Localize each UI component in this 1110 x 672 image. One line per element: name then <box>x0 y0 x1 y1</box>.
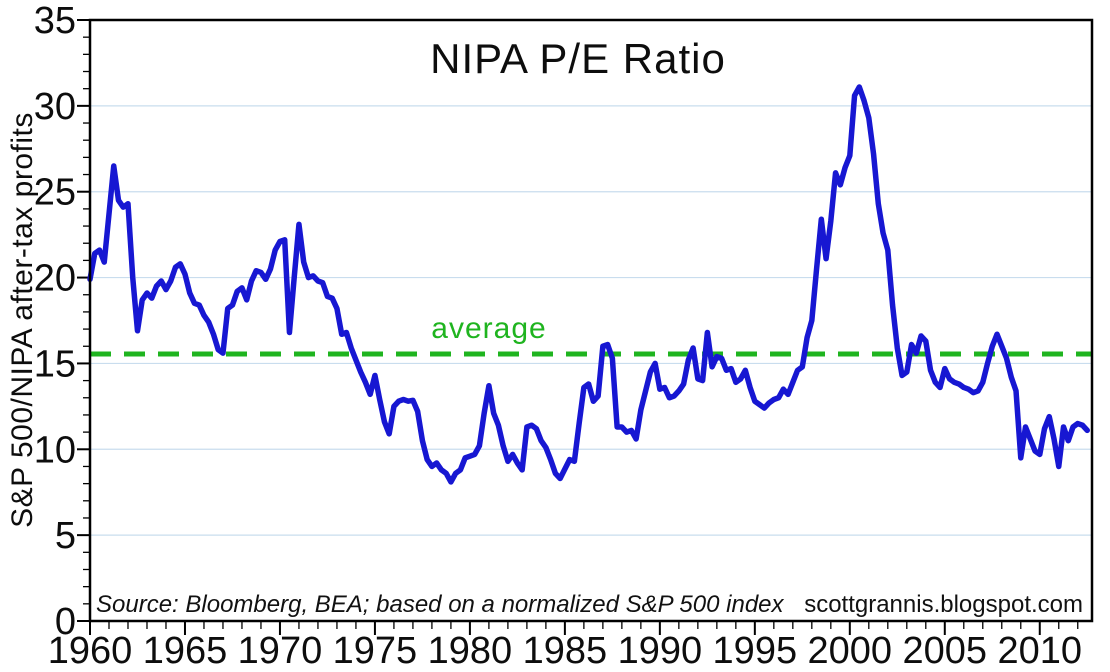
pe-ratio-line <box>87 84 1090 485</box>
y-tick-label: 25 <box>34 172 76 214</box>
source-note: Source: Bloomberg, BEA; based on a norma… <box>96 591 785 618</box>
x-tick-label: 1975 <box>333 630 418 672</box>
x-tick-label: 1965 <box>143 630 228 672</box>
x-tick-label: 2010 <box>997 630 1082 672</box>
x-tick-label: 1970 <box>238 630 323 672</box>
plot-frame <box>88 18 1094 623</box>
y-tick-label: 35 <box>34 0 76 42</box>
axis-ticks <box>77 19 1079 635</box>
x-tick-label: 2000 <box>808 630 893 672</box>
y-tick-label: 5 <box>55 515 76 557</box>
y-tick-label: 0 <box>55 601 76 643</box>
y-axis-title: S&P 500/NIPA after-tax profits <box>6 112 39 528</box>
y-tick-label: 30 <box>34 86 76 128</box>
average-label: average <box>431 312 546 345</box>
y-tick-label: 15 <box>34 343 76 385</box>
data-series <box>87 84 1092 485</box>
x-tick-label: 1995 <box>713 630 798 672</box>
x-tick-label: 1980 <box>428 630 513 672</box>
x-tick-label: 1990 <box>618 630 703 672</box>
x-tick-label: 1985 <box>523 630 608 672</box>
grid-lines <box>90 105 1092 536</box>
x-tick-label: 1960 <box>48 630 133 672</box>
credit-url: scottgrannis.blogspot.com <box>804 591 1083 618</box>
x-tick-label: 2005 <box>903 630 988 672</box>
chart-title: NIPA P/E Ratio <box>430 35 726 82</box>
y-tick-label: 10 <box>34 429 76 471</box>
y-tick-label: 20 <box>34 258 76 300</box>
